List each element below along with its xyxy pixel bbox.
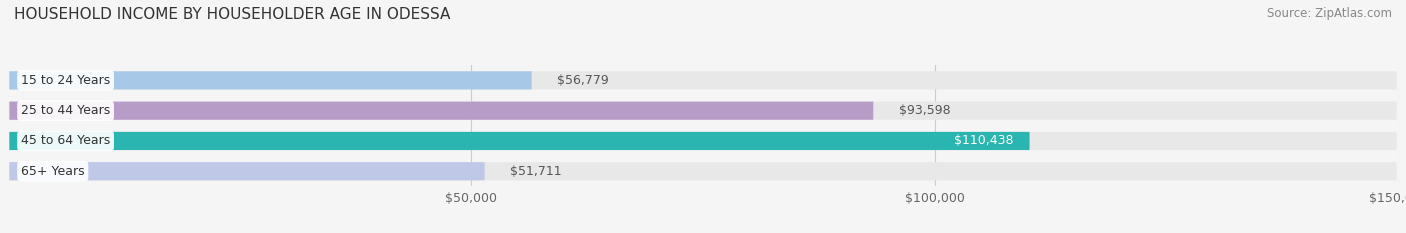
Text: 65+ Years: 65+ Years (21, 165, 84, 178)
Text: 45 to 64 Years: 45 to 64 Years (21, 134, 110, 147)
Text: $56,779: $56,779 (557, 74, 609, 87)
Text: $51,711: $51,711 (510, 165, 562, 178)
Text: $93,598: $93,598 (898, 104, 950, 117)
FancyBboxPatch shape (10, 102, 1396, 120)
FancyBboxPatch shape (10, 102, 873, 120)
FancyBboxPatch shape (10, 71, 1396, 89)
FancyBboxPatch shape (10, 132, 1029, 150)
Text: 25 to 44 Years: 25 to 44 Years (21, 104, 110, 117)
Text: Source: ZipAtlas.com: Source: ZipAtlas.com (1267, 7, 1392, 20)
Text: 15 to 24 Years: 15 to 24 Years (21, 74, 110, 87)
FancyBboxPatch shape (10, 162, 485, 180)
FancyBboxPatch shape (10, 162, 1396, 180)
Text: $110,438: $110,438 (953, 134, 1014, 147)
FancyBboxPatch shape (10, 71, 531, 89)
Text: HOUSEHOLD INCOME BY HOUSEHOLDER AGE IN ODESSA: HOUSEHOLD INCOME BY HOUSEHOLDER AGE IN O… (14, 7, 450, 22)
FancyBboxPatch shape (10, 132, 1396, 150)
